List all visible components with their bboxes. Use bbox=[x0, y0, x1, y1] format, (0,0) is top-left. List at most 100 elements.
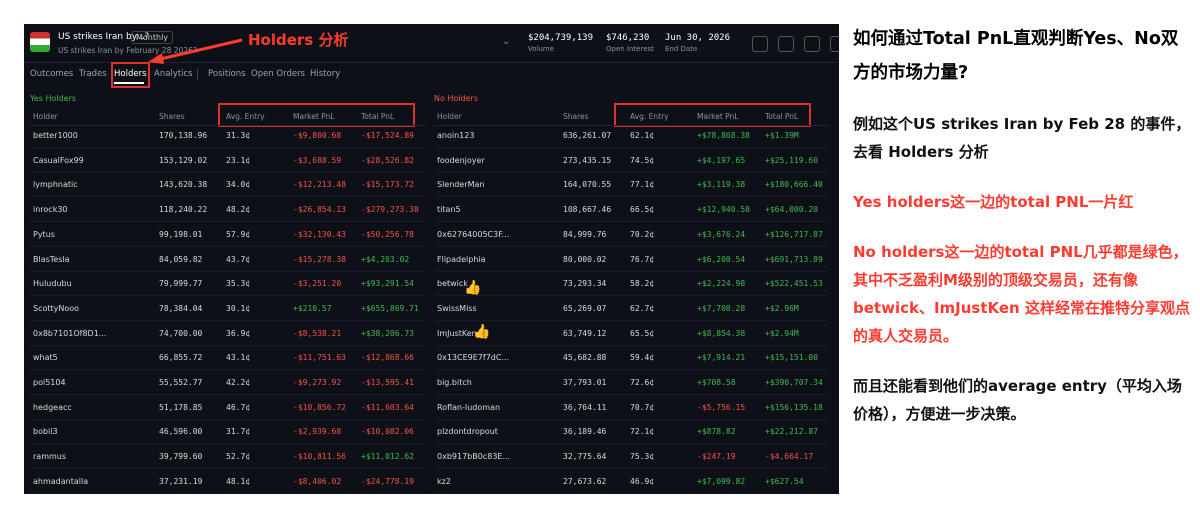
table-cell: +$156,135.18 bbox=[765, 402, 823, 412]
table-cell: +$2.94M bbox=[765, 328, 799, 338]
badge[interactable]: Monthly bbox=[131, 31, 174, 44]
table-cell: +$708.58 bbox=[697, 378, 736, 387]
holder-name[interactable]: ScottyNooo bbox=[33, 303, 80, 313]
table-cell: -$32,130.43 bbox=[293, 229, 346, 239]
table-cell: 58.2¢ bbox=[630, 279, 655, 289]
tab[interactable]: Holders bbox=[114, 69, 147, 79]
table-cell: +$12,940.58 bbox=[697, 205, 750, 215]
tab[interactable]: Open Orders bbox=[251, 69, 305, 79]
holder-name[interactable]: plzdontdropout bbox=[437, 427, 498, 437]
table-cell: +$78,868.38 bbox=[697, 131, 750, 140]
row-divider bbox=[30, 443, 425, 445]
icon-button[interactable] bbox=[778, 36, 794, 52]
row-divider bbox=[30, 369, 425, 371]
table-cell: 66.5¢ bbox=[630, 205, 655, 215]
row-divider bbox=[434, 245, 829, 247]
table-cell: +$878.82 bbox=[697, 427, 736, 437]
arrow bbox=[148, 38, 243, 64]
row-divider bbox=[30, 468, 425, 470]
table-cell: +$3,119.38 bbox=[697, 180, 746, 190]
tab[interactable]: Positions bbox=[208, 69, 246, 79]
table-cell: 36,189.46 bbox=[563, 427, 607, 437]
holder-name[interactable]: Flipadelphia bbox=[437, 254, 486, 264]
row-divider bbox=[434, 443, 829, 445]
divider bbox=[30, 125, 425, 126]
table-cell: 164,070.55 bbox=[563, 180, 612, 190]
chevron[interactable]: ⌄ bbox=[502, 36, 511, 47]
table-cell: 108,667.46 bbox=[563, 205, 612, 215]
highlight-box bbox=[614, 103, 811, 127]
holder-name[interactable]: BlasTesla bbox=[33, 254, 70, 264]
tab[interactable]: Analytics bbox=[154, 69, 193, 79]
table-cell: +$15,151.00 bbox=[765, 353, 818, 363]
holder-name[interactable]: bobil3 bbox=[33, 427, 58, 437]
table-cell: 48.2¢ bbox=[226, 205, 251, 215]
table-cell: -$2,939.68 bbox=[293, 427, 342, 437]
holder-name[interactable]: lymphnatic bbox=[33, 180, 78, 190]
table-cell: -$9,273.92 bbox=[293, 378, 342, 387]
holder-name[interactable]: 0x8b7101Of8D1... bbox=[33, 328, 107, 338]
holder-name[interactable]: CasualFox99 bbox=[33, 155, 84, 165]
holder-name[interactable]: rammus bbox=[33, 452, 67, 462]
holder-name[interactable]: what5 bbox=[33, 353, 58, 363]
table-cell: 70.2¢ bbox=[630, 229, 655, 239]
table-cell: 42.2¢ bbox=[226, 378, 251, 387]
row-divider bbox=[30, 171, 425, 173]
holder-name[interactable]: SwissMiss bbox=[437, 303, 477, 313]
table-cell: 170,138.96 bbox=[159, 131, 208, 140]
table-cell: -$11,751.63 bbox=[293, 353, 346, 363]
holder-name[interactable]: Roflan-ludoman bbox=[437, 402, 501, 412]
note: Yes holders这一边的total PNL一片红 bbox=[853, 193, 1134, 211]
holder-name[interactable]: betwick bbox=[437, 279, 468, 289]
table-title: No Holders bbox=[434, 94, 479, 103]
holder-name[interactable]: big.bitch bbox=[437, 378, 472, 387]
holder-name[interactable]: anoin123 bbox=[437, 131, 475, 140]
table-cell: 80,000.02 bbox=[563, 254, 607, 264]
table-cell: +$38,206.73 bbox=[361, 328, 414, 338]
holder-name[interactable]: titan5 bbox=[437, 205, 461, 215]
table-cell: 70.7¢ bbox=[630, 402, 655, 412]
holder-name[interactable]: Huludubu bbox=[33, 279, 72, 289]
holder-name[interactable]: ImJustKen bbox=[437, 328, 477, 338]
holder-name[interactable]: foodenjoyer bbox=[437, 155, 485, 165]
holder-name[interactable]: 0xb917bB0c83E... bbox=[437, 452, 511, 462]
holder-name[interactable]: 0x62764005C3F... bbox=[437, 229, 510, 239]
holder-name[interactable]: pol5104 bbox=[33, 378, 66, 387]
holder-name[interactable]: Pytus bbox=[33, 229, 55, 239]
row-divider bbox=[434, 369, 829, 371]
table-cell: 31.3¢ bbox=[226, 131, 251, 140]
table-cell: 74.5¢ bbox=[630, 155, 655, 165]
holder-name[interactable]: SlenderMan bbox=[437, 180, 485, 190]
row-divider bbox=[434, 418, 829, 420]
icon-button[interactable] bbox=[804, 36, 820, 52]
table-cell: 43.1¢ bbox=[226, 353, 251, 363]
table-cell: +$655,869.71 bbox=[361, 303, 419, 313]
table-cell: +$8,854.38 bbox=[697, 328, 746, 338]
table-cell: 43.7¢ bbox=[226, 254, 251, 264]
icon-button[interactable] bbox=[830, 36, 839, 52]
tab[interactable]: History bbox=[310, 69, 341, 79]
table-cell: 32,775.64 bbox=[563, 452, 607, 462]
table-cell: 72.1¢ bbox=[630, 427, 655, 437]
row-divider bbox=[30, 418, 425, 420]
icon-button[interactable] bbox=[752, 36, 768, 52]
column-header: Holder bbox=[437, 112, 462, 121]
holder-name[interactable]: hedgeacc bbox=[33, 402, 72, 412]
row-divider bbox=[30, 196, 425, 198]
table-cell: -$11,603.64 bbox=[361, 402, 414, 412]
stat-value: $204,739,139 bbox=[528, 33, 594, 43]
holder-name[interactable]: 0x13CE9E7f7dC... bbox=[437, 353, 510, 363]
table-cell: 36.9¢ bbox=[226, 328, 251, 338]
holder-name[interactable]: ahmadantalla bbox=[33, 476, 89, 486]
table-cell: -$3,688.59 bbox=[293, 155, 342, 165]
holder-name[interactable]: inrock30 bbox=[33, 205, 68, 215]
holder-name[interactable]: kz2 bbox=[437, 476, 451, 486]
table-cell: -$3,251.20 bbox=[293, 279, 342, 289]
tab[interactable]: Outcomes bbox=[30, 69, 74, 79]
column-header: Shares bbox=[563, 112, 589, 121]
thumbs-icon: 👍 bbox=[464, 280, 482, 296]
holder-name[interactable]: better1000 bbox=[33, 131, 78, 140]
column-header: Avg. Entry bbox=[226, 112, 265, 121]
tab[interactable]: Trades bbox=[79, 69, 107, 79]
